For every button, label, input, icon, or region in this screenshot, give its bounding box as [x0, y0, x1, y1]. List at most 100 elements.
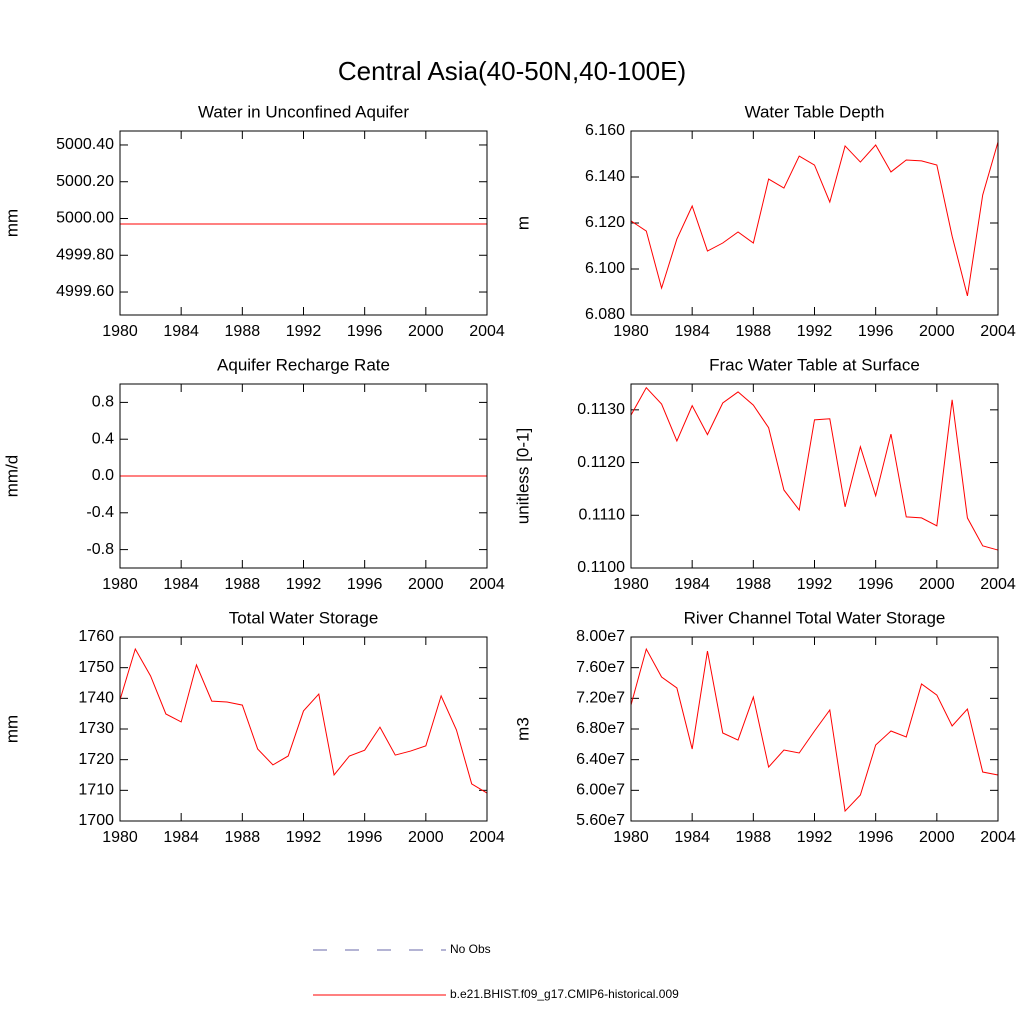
- y-tick-label: 7.60e7: [576, 659, 625, 676]
- x-tick-label: 1988: [225, 576, 261, 593]
- x-tick-label: 1980: [102, 323, 138, 340]
- plot-frame: [119, 130, 488, 316]
- panel-title: Aquifer Recharge Rate: [217, 355, 390, 374]
- y-tick-label: 0.4: [92, 430, 114, 447]
- x-tick-label: 1992: [797, 829, 833, 846]
- plot-frame: [119, 383, 488, 569]
- x-tick-label: 1984: [674, 576, 710, 593]
- x-tick-label: 2000: [408, 829, 444, 846]
- y-axis-label: mm: [2, 209, 21, 237]
- panel-title: River Channel Total Water Storage: [684, 608, 946, 627]
- panel-title: Water in Unconfined Aquifer: [198, 102, 409, 121]
- x-tick-label: 1996: [858, 323, 894, 340]
- x-tick-label: 1984: [674, 829, 710, 846]
- x-tick-label: 2004: [980, 323, 1016, 340]
- x-tick-label: 2004: [980, 829, 1016, 846]
- plot-frame: [119, 636, 488, 822]
- x-tick-label: 1988: [736, 576, 772, 593]
- y-tick-label: 1710: [78, 782, 114, 799]
- x-tick-label: 1980: [102, 829, 138, 846]
- x-tick-label: 1992: [797, 323, 833, 340]
- y-axis-label: mm: [2, 715, 21, 743]
- x-tick-label: 1996: [858, 576, 894, 593]
- legend-label: b.e21.BHIST.f09_g17.CMIP6-historical.009: [450, 987, 679, 1001]
- x-tick-label: 1984: [674, 323, 710, 340]
- y-tick-label: 4999.80: [56, 246, 114, 263]
- x-tick-label: 2004: [980, 576, 1016, 593]
- x-tick-label: 1984: [163, 576, 199, 593]
- x-tick-label: 1996: [347, 323, 383, 340]
- plot-frame: [630, 383, 999, 569]
- y-tick-label: 1750: [78, 659, 114, 676]
- y-axis-label: m: [513, 216, 532, 230]
- y-tick-label: 6.080: [585, 306, 625, 323]
- x-tick-label: 2000: [919, 323, 955, 340]
- y-tick-label: 1700: [78, 812, 114, 829]
- y-tick-label: 8.00e7: [576, 628, 625, 645]
- x-tick-label: 1988: [225, 829, 261, 846]
- x-tick-label: 1996: [347, 829, 383, 846]
- y-tick-label: 6.160: [585, 122, 625, 139]
- plot-frame: [630, 130, 999, 316]
- y-tick-label: 6.100: [585, 260, 625, 277]
- y-tick-label: 7.20e7: [576, 690, 625, 707]
- x-tick-label: 1980: [613, 829, 649, 846]
- y-tick-label: 0.1110: [578, 506, 625, 523]
- y-tick-label: 6.80e7: [576, 720, 625, 737]
- y-tick-label: 0.1100: [577, 559, 625, 576]
- y-tick-label: 1730: [78, 720, 114, 737]
- panel-title: Frac Water Table at Surface: [709, 355, 920, 374]
- plot-frame: [630, 636, 999, 822]
- data-line: [630, 647, 999, 813]
- y-tick-label: 0.1120: [577, 454, 625, 471]
- y-tick-label: -0.8: [86, 541, 114, 558]
- y-tick-label: 1740: [78, 690, 114, 707]
- x-tick-label: 1980: [102, 576, 138, 593]
- x-tick-label: 2000: [919, 829, 955, 846]
- y-tick-label: 6.40e7: [576, 751, 625, 768]
- data-line: [630, 386, 999, 551]
- y-tick-label: -0.4: [86, 504, 114, 521]
- y-axis-label: unitless [0-1]: [513, 428, 532, 524]
- y-tick-label: 5000.20: [56, 173, 114, 190]
- y-tick-label: 6.00e7: [576, 782, 625, 799]
- x-tick-label: 1992: [286, 829, 322, 846]
- data-line: [119, 647, 488, 794]
- legend-label: No Obs: [450, 942, 491, 956]
- y-tick-label: 6.140: [585, 168, 625, 185]
- panel-title: Water Table Depth: [745, 102, 885, 121]
- y-tick-label: 1760: [78, 628, 114, 645]
- x-tick-label: 1996: [858, 829, 894, 846]
- y-tick-label: 0.8: [92, 394, 114, 411]
- x-tick-label: 1992: [797, 576, 833, 593]
- x-tick-label: 2004: [469, 323, 505, 340]
- x-tick-label: 2000: [408, 576, 444, 593]
- y-tick-label: 5.60e7: [576, 812, 625, 829]
- x-tick-label: 1996: [347, 576, 383, 593]
- x-tick-label: 1984: [163, 323, 199, 340]
- x-tick-label: 1992: [286, 576, 322, 593]
- x-tick-label: 1984: [163, 829, 199, 846]
- y-axis-label: m3: [513, 717, 532, 741]
- x-tick-label: 1992: [286, 323, 322, 340]
- data-line: [630, 141, 999, 297]
- y-tick-label: 5000.00: [56, 210, 114, 227]
- y-tick-label: 4999.60: [56, 283, 114, 300]
- y-tick-label: 1720: [78, 751, 114, 768]
- y-tick-label: 6.120: [585, 214, 625, 231]
- y-axis-label: mm/d: [2, 455, 21, 498]
- x-tick-label: 2004: [469, 829, 505, 846]
- x-tick-label: 1980: [613, 576, 649, 593]
- x-tick-label: 1988: [736, 323, 772, 340]
- x-tick-label: 1988: [225, 323, 261, 340]
- x-tick-label: 2000: [408, 323, 444, 340]
- y-tick-label: 0.1130: [577, 401, 625, 418]
- y-tick-label: 5000.40: [56, 136, 114, 153]
- x-tick-label: 2000: [919, 576, 955, 593]
- x-tick-label: 1988: [736, 829, 772, 846]
- figure-title: Central Asia(40-50N,40-100E): [338, 56, 686, 86]
- y-tick-label: 0.0: [92, 467, 114, 484]
- x-tick-label: 2004: [469, 576, 505, 593]
- x-tick-label: 1980: [613, 323, 649, 340]
